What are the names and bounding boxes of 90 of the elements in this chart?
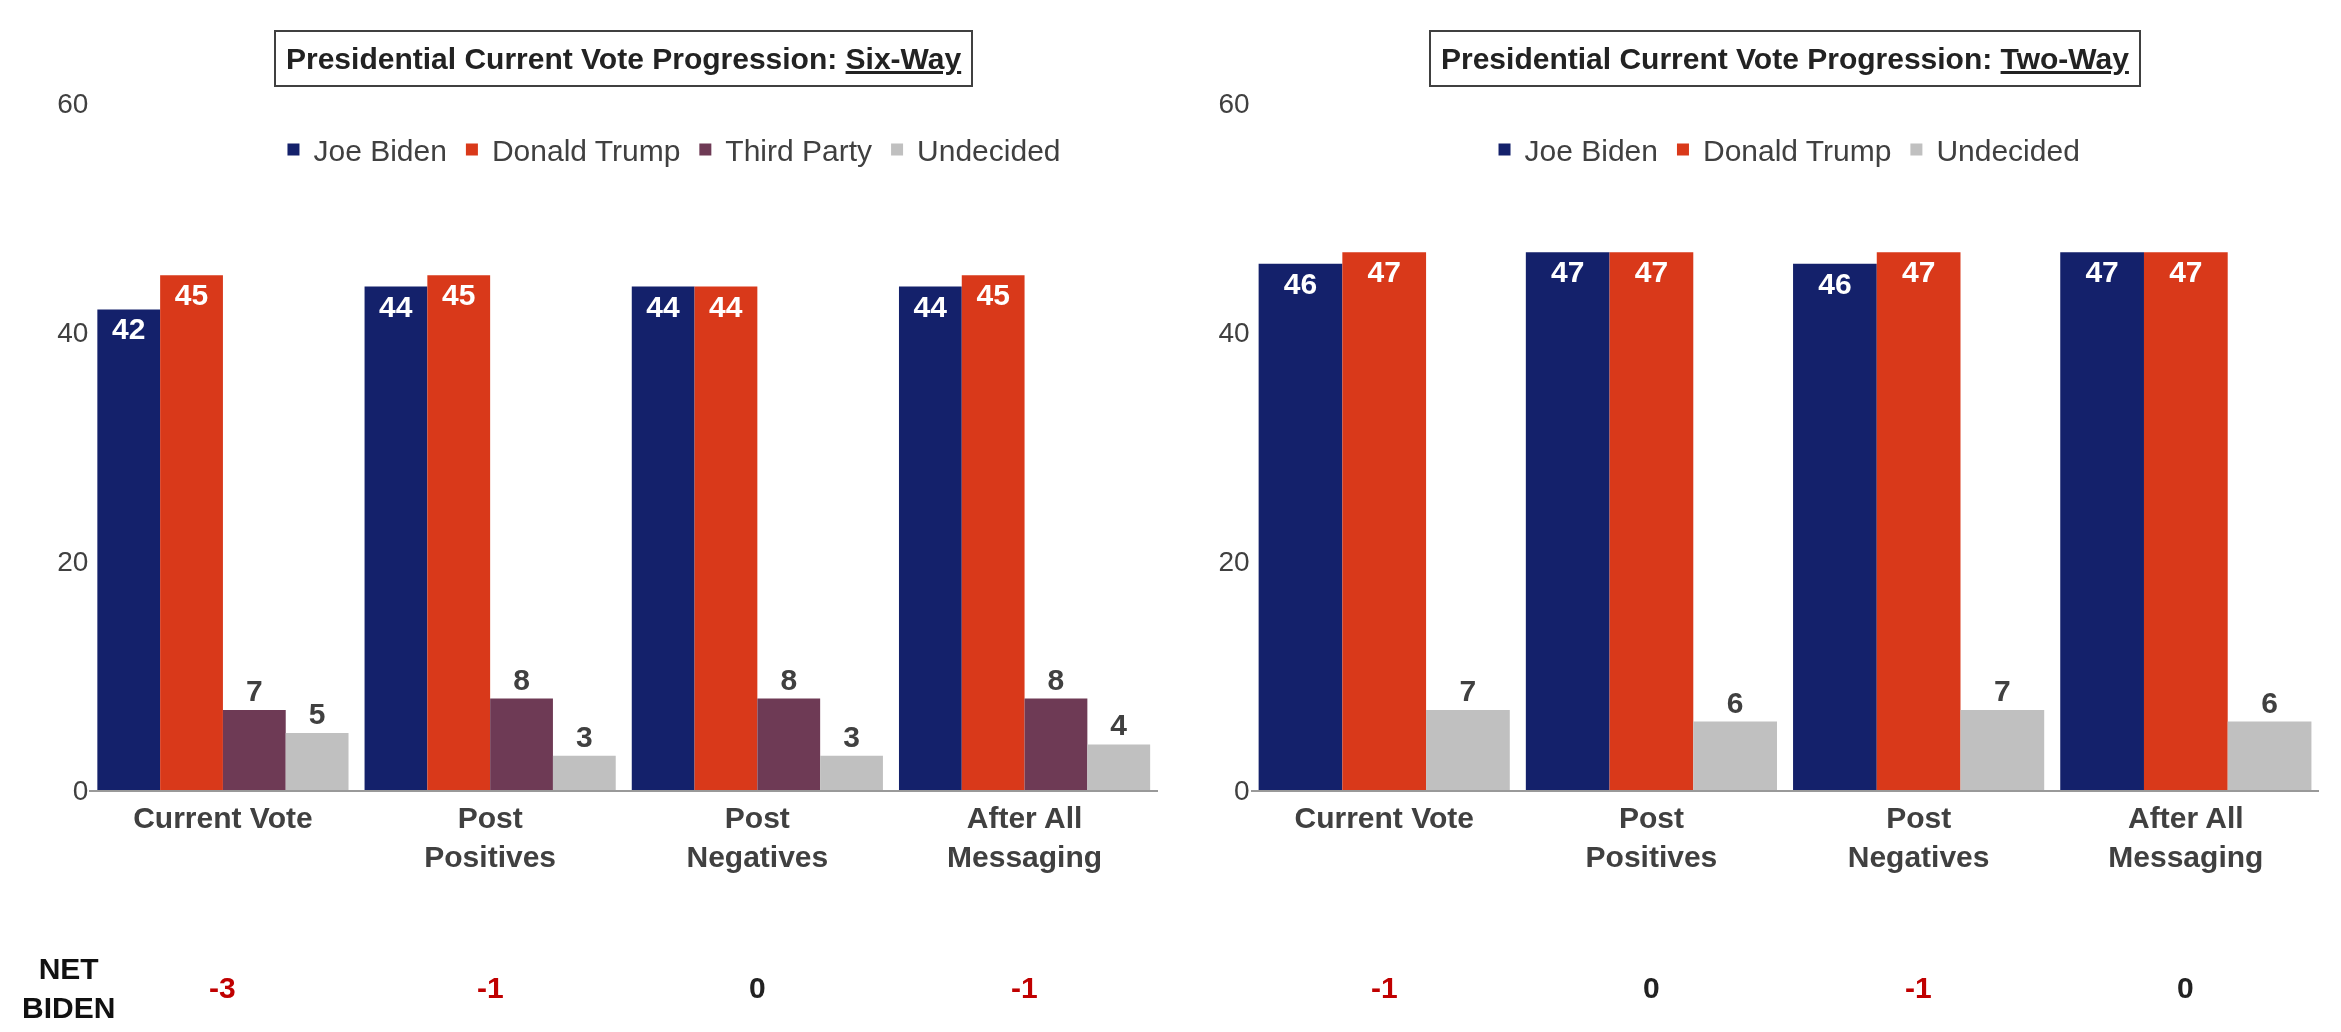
- legend-label: Donald Trump: [491, 134, 681, 168]
- bar: [2227, 721, 2312, 791]
- x-tick-label: Current Vote: [133, 801, 313, 835]
- legend-label: Donald Trump: [1702, 134, 1892, 168]
- bar: [97, 309, 161, 791]
- text: 0: [1643, 971, 1660, 1004]
- bar: [1087, 744, 1151, 791]
- x-tick-label: Post Positives: [1585, 801, 1718, 874]
- data-label: 46: [1818, 266, 1852, 300]
- bar: [1024, 698, 1088, 791]
- data-label: 7: [1459, 674, 1477, 708]
- bar: [1525, 252, 1610, 791]
- bar: [1258, 263, 1343, 791]
- y-tick-label: 60: [57, 88, 89, 120]
- data-label: 4: [1110, 708, 1128, 742]
- data-label: 44: [913, 289, 948, 323]
- text: -3: [209, 971, 236, 1004]
- text: -1: [477, 971, 504, 1004]
- data-label: 7: [245, 674, 263, 708]
- y-tick-label: 20: [57, 546, 89, 578]
- bar: [552, 755, 616, 791]
- data-label: 46: [1283, 266, 1318, 300]
- y-tick-label: 40: [1218, 317, 1250, 349]
- bar: [1426, 710, 1510, 791]
- data-label: 47: [1901, 255, 1936, 289]
- data-label: 47: [1367, 255, 1401, 289]
- bar: [1960, 710, 2045, 791]
- legend-label: Undecided: [1936, 134, 2080, 168]
- data-label: 8: [780, 662, 798, 696]
- bar: [490, 698, 553, 791]
- data-label: 8: [513, 662, 530, 696]
- bar: [757, 698, 821, 791]
- text: -1: [1905, 971, 1932, 1004]
- bar: [1609, 252, 1694, 791]
- data-label: 44: [709, 289, 743, 323]
- bar: [2060, 252, 2144, 791]
- bar: [820, 755, 883, 791]
- data-label: 6: [1726, 685, 1744, 719]
- x-tick-label: Current Vote: [1294, 801, 1474, 835]
- data-label: 6: [2261, 685, 2278, 719]
- y-tick-label: 0: [72, 774, 89, 806]
- text: 0: [749, 971, 766, 1004]
- bar: [2143, 252, 2228, 791]
- data-label: 47: [2085, 255, 2119, 289]
- y-tick-label: 20: [1218, 546, 1250, 578]
- y-tick-label: 40: [57, 317, 89, 349]
- data-label: 3: [575, 719, 593, 753]
- x-tick-label: Post Positives: [424, 801, 557, 874]
- bar: [1876, 252, 1961, 791]
- data-label: 3: [843, 719, 860, 753]
- y-tick-label: 60: [1218, 88, 1250, 120]
- bar: [427, 275, 491, 791]
- x-tick-label: After All Messaging: [947, 801, 1103, 874]
- bar: [694, 286, 758, 791]
- bar: [1793, 263, 1877, 791]
- text: -1: [1371, 971, 1398, 1004]
- text: 0: [2177, 971, 2194, 1004]
- bar: [364, 286, 428, 791]
- data-label: 5: [308, 696, 326, 730]
- legend-label: Undecided: [917, 134, 1061, 168]
- y-tick-label: 0: [1234, 774, 1250, 806]
- data-label: 45: [442, 278, 476, 312]
- bar: [222, 710, 286, 791]
- data-label: 47: [1551, 255, 1585, 289]
- data-label: 47: [2169, 255, 2203, 289]
- data-label: 45: [976, 278, 1010, 312]
- bar: [1693, 721, 1778, 791]
- data-label: 42: [112, 312, 146, 346]
- bar: [961, 275, 1025, 791]
- x-tick-label: Post Negatives: [686, 801, 829, 874]
- legend-label: Third Party: [725, 134, 873, 168]
- data-label: 45: [174, 278, 209, 312]
- data-label: 8: [1047, 662, 1065, 696]
- text: -1: [1011, 971, 1038, 1004]
- legend-label: Joe Biden: [313, 134, 447, 168]
- text: NET BIDEN: [22, 952, 116, 1024]
- chart-title: Presidential Current Vote Progression: Six-Way: [286, 42, 962, 75]
- data-label: 44: [379, 289, 413, 323]
- bar: [1342, 252, 1427, 791]
- bar: [898, 286, 962, 791]
- x-tick-label: Post Negatives: [1847, 801, 1990, 874]
- bar: [631, 286, 695, 791]
- data-label: 47: [1634, 255, 1669, 289]
- bar: [285, 732, 349, 791]
- chart-title: Presidential Current Vote Progression: Two-Way: [1441, 42, 2130, 75]
- x-tick-label: After All Messaging: [2108, 801, 2264, 874]
- data-label: 44: [646, 289, 681, 323]
- data-label: 7: [1994, 674, 2011, 708]
- bar: [160, 275, 223, 791]
- legend-label: Joe Biden: [1524, 134, 1658, 168]
